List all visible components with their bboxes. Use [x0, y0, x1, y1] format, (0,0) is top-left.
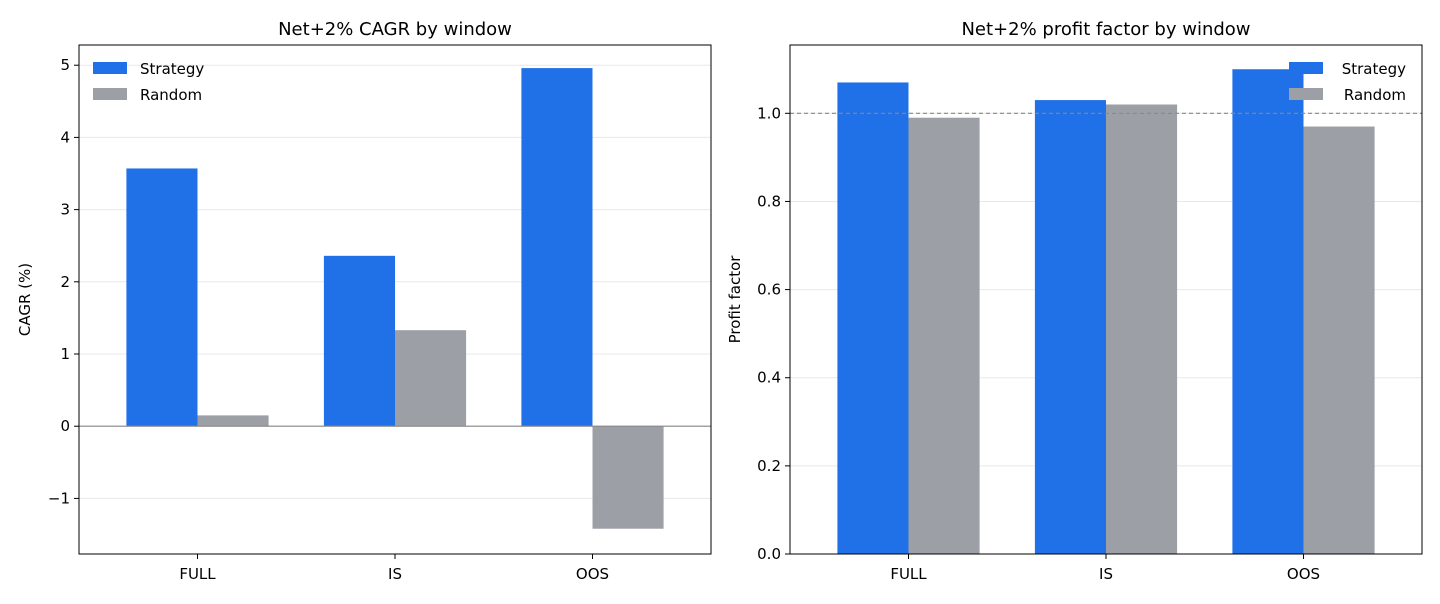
- y-tick-label: 0.2: [757, 457, 781, 475]
- legend-swatch-strategy: [93, 62, 127, 74]
- y-tick-label: 0.4: [757, 369, 781, 387]
- y-tick-label: 4: [60, 128, 70, 146]
- bar-random-full: [908, 117, 980, 554]
- bar-random-oos: [1303, 126, 1375, 554]
- y-tick-label: 1.0: [757, 104, 781, 122]
- bar-random-oos: [592, 426, 664, 529]
- profit-factor-chart: 0.0 0.2 0.4 0.6 0.8 1.0 FULL IS OOS Net+2% profit…: [726, 19, 1423, 583]
- y-tick-label: 0.6: [757, 281, 781, 299]
- x-tick-label: FULL: [890, 565, 927, 583]
- y-tick-label: 3: [60, 201, 70, 219]
- x-tick-label: IS: [388, 565, 402, 583]
- x-tick-label: IS: [1099, 565, 1113, 583]
- y-tick-label: 1: [60, 345, 70, 363]
- bar-strategy-is: [323, 255, 395, 427]
- y-tick-label: 0.0: [757, 545, 781, 563]
- y-tick-label: −1: [48, 489, 70, 507]
- x-tick-label: OOS: [576, 565, 609, 583]
- bar-strategy-full: [126, 168, 198, 427]
- legend-swatch-strategy: [1289, 62, 1323, 74]
- bar-strategy-oos: [1232, 69, 1304, 554]
- x-tick-label: FULL: [179, 565, 216, 583]
- bar-random-is: [1106, 104, 1178, 555]
- bar-strategy-full: [837, 82, 909, 555]
- chart-title: Net+2% profit factor by window: [961, 19, 1250, 40]
- legend-swatch-random: [93, 88, 127, 100]
- y-axis-label: Profit factor: [726, 255, 744, 344]
- bar-random-is: [395, 330, 467, 427]
- y-tick-label: 0.8: [757, 192, 781, 210]
- legend-label-random: Random: [1344, 86, 1406, 104]
- y-axis-label: CAGR (%): [16, 263, 34, 336]
- y-tick-label: 5: [60, 56, 70, 74]
- chart-title: Net+2% CAGR by window: [278, 19, 512, 40]
- y-tick-label: 0: [60, 417, 70, 435]
- legend-label-strategy: Strategy: [1342, 60, 1406, 78]
- legend-label-strategy: Strategy: [140, 60, 204, 78]
- bar-strategy-is: [1034, 100, 1106, 554]
- bar-strategy-oos: [521, 68, 593, 427]
- legend-label-random: Random: [140, 86, 202, 104]
- bar-random-full: [197, 415, 269, 427]
- x-tick-label: OOS: [1287, 565, 1320, 583]
- cagr-chart: −1 0 1 2 3 4 5 FULL IS OOS Net+2% CAGR by window CA…: [16, 19, 712, 583]
- y-tick-label: 2: [60, 273, 70, 291]
- legend-swatch-random: [1289, 88, 1323, 100]
